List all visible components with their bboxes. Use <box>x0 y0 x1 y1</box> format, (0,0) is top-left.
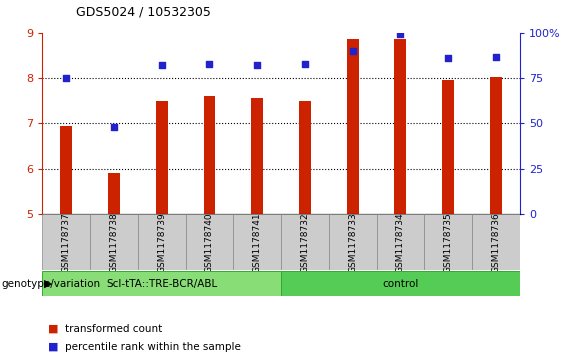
FancyBboxPatch shape <box>42 214 90 270</box>
Bar <box>108 174 120 214</box>
Point <box>205 61 214 68</box>
Point <box>62 75 71 81</box>
Bar <box>442 80 454 214</box>
Text: GSM1178741: GSM1178741 <box>253 212 262 273</box>
Text: GSM1178735: GSM1178735 <box>444 212 453 273</box>
FancyBboxPatch shape <box>233 214 281 270</box>
FancyBboxPatch shape <box>42 271 281 296</box>
FancyBboxPatch shape <box>185 214 233 270</box>
FancyBboxPatch shape <box>329 214 376 270</box>
Bar <box>490 77 502 214</box>
Text: ▶: ▶ <box>44 278 53 289</box>
Bar <box>156 101 168 214</box>
Point <box>396 32 405 37</box>
Bar <box>394 40 406 214</box>
Point <box>348 48 357 54</box>
Text: ■: ■ <box>48 323 59 334</box>
Point <box>110 124 119 130</box>
Point <box>157 62 166 68</box>
Bar <box>347 40 359 214</box>
FancyBboxPatch shape <box>281 271 520 296</box>
Point <box>492 54 501 60</box>
Text: GSM1178732: GSM1178732 <box>301 212 310 273</box>
Bar <box>299 101 311 214</box>
Bar <box>251 98 263 214</box>
FancyBboxPatch shape <box>376 214 424 270</box>
Text: GSM1178737: GSM1178737 <box>62 212 71 273</box>
Text: transformed count: transformed count <box>65 323 162 334</box>
Text: GSM1178740: GSM1178740 <box>205 212 214 273</box>
Text: GDS5024 / 10532305: GDS5024 / 10532305 <box>76 5 211 18</box>
Bar <box>203 96 215 214</box>
FancyBboxPatch shape <box>472 214 520 270</box>
Bar <box>60 126 72 214</box>
Point <box>444 55 453 61</box>
FancyBboxPatch shape <box>138 214 185 270</box>
Text: GSM1178739: GSM1178739 <box>157 212 166 273</box>
Point <box>253 62 262 68</box>
Text: GSM1178733: GSM1178733 <box>348 212 357 273</box>
Text: control: control <box>383 278 419 289</box>
FancyBboxPatch shape <box>90 214 138 270</box>
Text: percentile rank within the sample: percentile rank within the sample <box>65 342 241 352</box>
Text: ■: ■ <box>48 342 59 352</box>
Text: GSM1178736: GSM1178736 <box>492 212 501 273</box>
Text: GSM1178734: GSM1178734 <box>396 212 405 273</box>
FancyBboxPatch shape <box>281 214 329 270</box>
Text: Scl-tTA::TRE-BCR/ABL: Scl-tTA::TRE-BCR/ABL <box>106 278 218 289</box>
Point <box>301 61 310 68</box>
FancyBboxPatch shape <box>424 214 472 270</box>
Text: GSM1178738: GSM1178738 <box>110 212 119 273</box>
Text: genotype/variation: genotype/variation <box>1 278 100 289</box>
